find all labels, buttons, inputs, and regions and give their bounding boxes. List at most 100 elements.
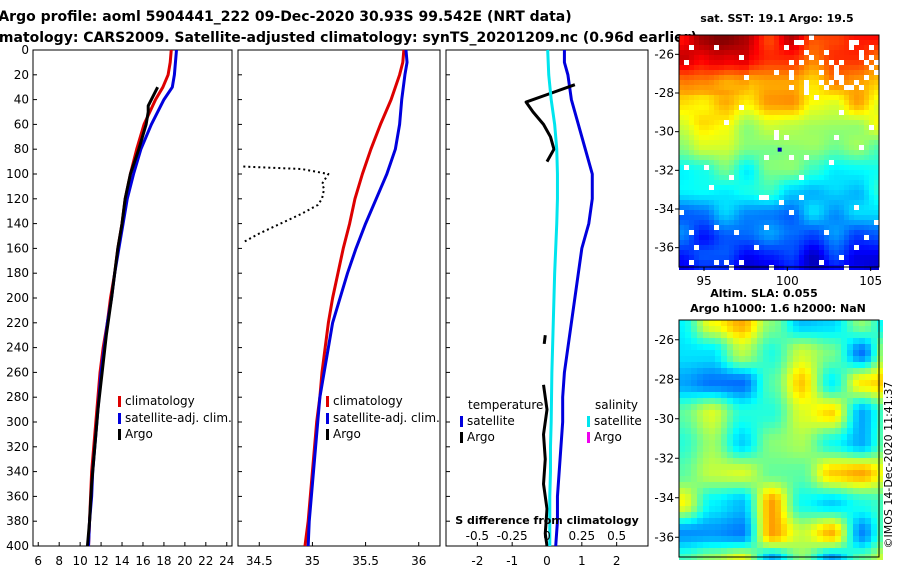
sla-map-title-2: Argo h1000: 1.6 h2000: NaN bbox=[690, 302, 866, 315]
map-cell bbox=[853, 542, 859, 548]
map-cell bbox=[829, 548, 835, 554]
map-cell bbox=[799, 476, 805, 482]
map-cell bbox=[704, 90, 709, 95]
map-cell bbox=[844, 150, 849, 155]
map-cell bbox=[847, 482, 853, 488]
map-cell bbox=[689, 175, 694, 180]
map-cell bbox=[787, 512, 793, 518]
map-cell bbox=[794, 80, 799, 85]
map-cell bbox=[819, 225, 824, 230]
map-cell bbox=[721, 374, 727, 380]
map-cell bbox=[835, 476, 841, 482]
map-cell bbox=[694, 165, 699, 170]
map-cell bbox=[757, 482, 763, 488]
map-cell bbox=[823, 452, 829, 458]
map-cell bbox=[684, 80, 689, 85]
map-cell bbox=[685, 476, 691, 482]
map-cell bbox=[787, 374, 793, 380]
map-cell bbox=[703, 428, 709, 434]
map-cell bbox=[721, 470, 727, 476]
map-cell bbox=[841, 350, 847, 356]
map-cell bbox=[733, 374, 739, 380]
map-cell bbox=[841, 542, 847, 548]
map-cell bbox=[704, 155, 709, 160]
map-cell bbox=[849, 245, 854, 250]
map-cell bbox=[839, 125, 844, 130]
map-cell bbox=[769, 350, 775, 356]
map-cell bbox=[829, 160, 834, 165]
map-cell bbox=[823, 446, 829, 452]
map-cell bbox=[784, 215, 789, 220]
map-cell bbox=[739, 55, 744, 60]
map-cell bbox=[744, 135, 749, 140]
map-cell bbox=[799, 260, 804, 265]
map-cell bbox=[739, 100, 744, 105]
map-cell bbox=[764, 245, 769, 250]
map-cell bbox=[721, 362, 727, 368]
map-cell bbox=[691, 404, 697, 410]
map-cell bbox=[869, 45, 874, 50]
map-cell bbox=[819, 100, 824, 105]
map-cell bbox=[689, 130, 694, 135]
map-cell bbox=[869, 245, 874, 250]
map-cell bbox=[764, 260, 769, 265]
map-cell bbox=[853, 476, 859, 482]
map-cell bbox=[691, 410, 697, 416]
map-cell bbox=[684, 75, 689, 80]
map-cell bbox=[809, 185, 814, 190]
map-cell bbox=[844, 185, 849, 190]
map-cell bbox=[744, 90, 749, 95]
map-cell bbox=[804, 235, 809, 240]
map-cell bbox=[829, 536, 835, 542]
map-cell bbox=[679, 338, 685, 344]
map-cell bbox=[877, 410, 883, 416]
map-cell bbox=[697, 464, 703, 470]
map-cell bbox=[739, 350, 745, 356]
map-cell bbox=[869, 205, 874, 210]
map-cell bbox=[679, 320, 685, 326]
map-cell bbox=[721, 476, 727, 482]
map-cell bbox=[829, 434, 835, 440]
map-cell bbox=[839, 150, 844, 155]
map-cell bbox=[874, 170, 879, 175]
map-cell bbox=[847, 356, 853, 362]
map-cell bbox=[733, 488, 739, 494]
map-cell bbox=[714, 260, 719, 265]
map-cell bbox=[794, 130, 799, 135]
x-tick-label: -2 bbox=[471, 554, 483, 568]
map-cell bbox=[849, 220, 854, 225]
map-cell bbox=[839, 75, 844, 80]
map-cell bbox=[841, 476, 847, 482]
map-cell bbox=[835, 512, 841, 518]
map-cell bbox=[789, 110, 794, 115]
map-cell bbox=[811, 386, 817, 392]
map-cell bbox=[824, 150, 829, 155]
map-cell bbox=[864, 195, 869, 200]
map-cell bbox=[844, 90, 849, 95]
map-cell bbox=[853, 470, 859, 476]
map-cell bbox=[729, 230, 734, 235]
map-cell bbox=[719, 110, 724, 115]
map-cell bbox=[727, 548, 733, 554]
map-cell bbox=[733, 440, 739, 446]
map-cell bbox=[809, 160, 814, 165]
map-cell bbox=[854, 165, 859, 170]
map-cell bbox=[847, 428, 853, 434]
map-cell bbox=[699, 215, 704, 220]
map-cell bbox=[871, 368, 877, 374]
map-cell bbox=[689, 70, 694, 75]
map-cell bbox=[745, 446, 751, 452]
map-cell bbox=[704, 135, 709, 140]
map-cell bbox=[745, 518, 751, 524]
map-cell bbox=[709, 100, 714, 105]
map-cell bbox=[774, 60, 779, 65]
map-cell bbox=[757, 422, 763, 428]
map-cell bbox=[844, 60, 849, 65]
map-cell bbox=[685, 422, 691, 428]
map-cell bbox=[739, 260, 744, 265]
map-cell bbox=[754, 140, 759, 145]
map-cell bbox=[874, 80, 879, 85]
map-cell bbox=[759, 205, 764, 210]
map-cell bbox=[764, 250, 769, 255]
map-cell bbox=[734, 70, 739, 75]
